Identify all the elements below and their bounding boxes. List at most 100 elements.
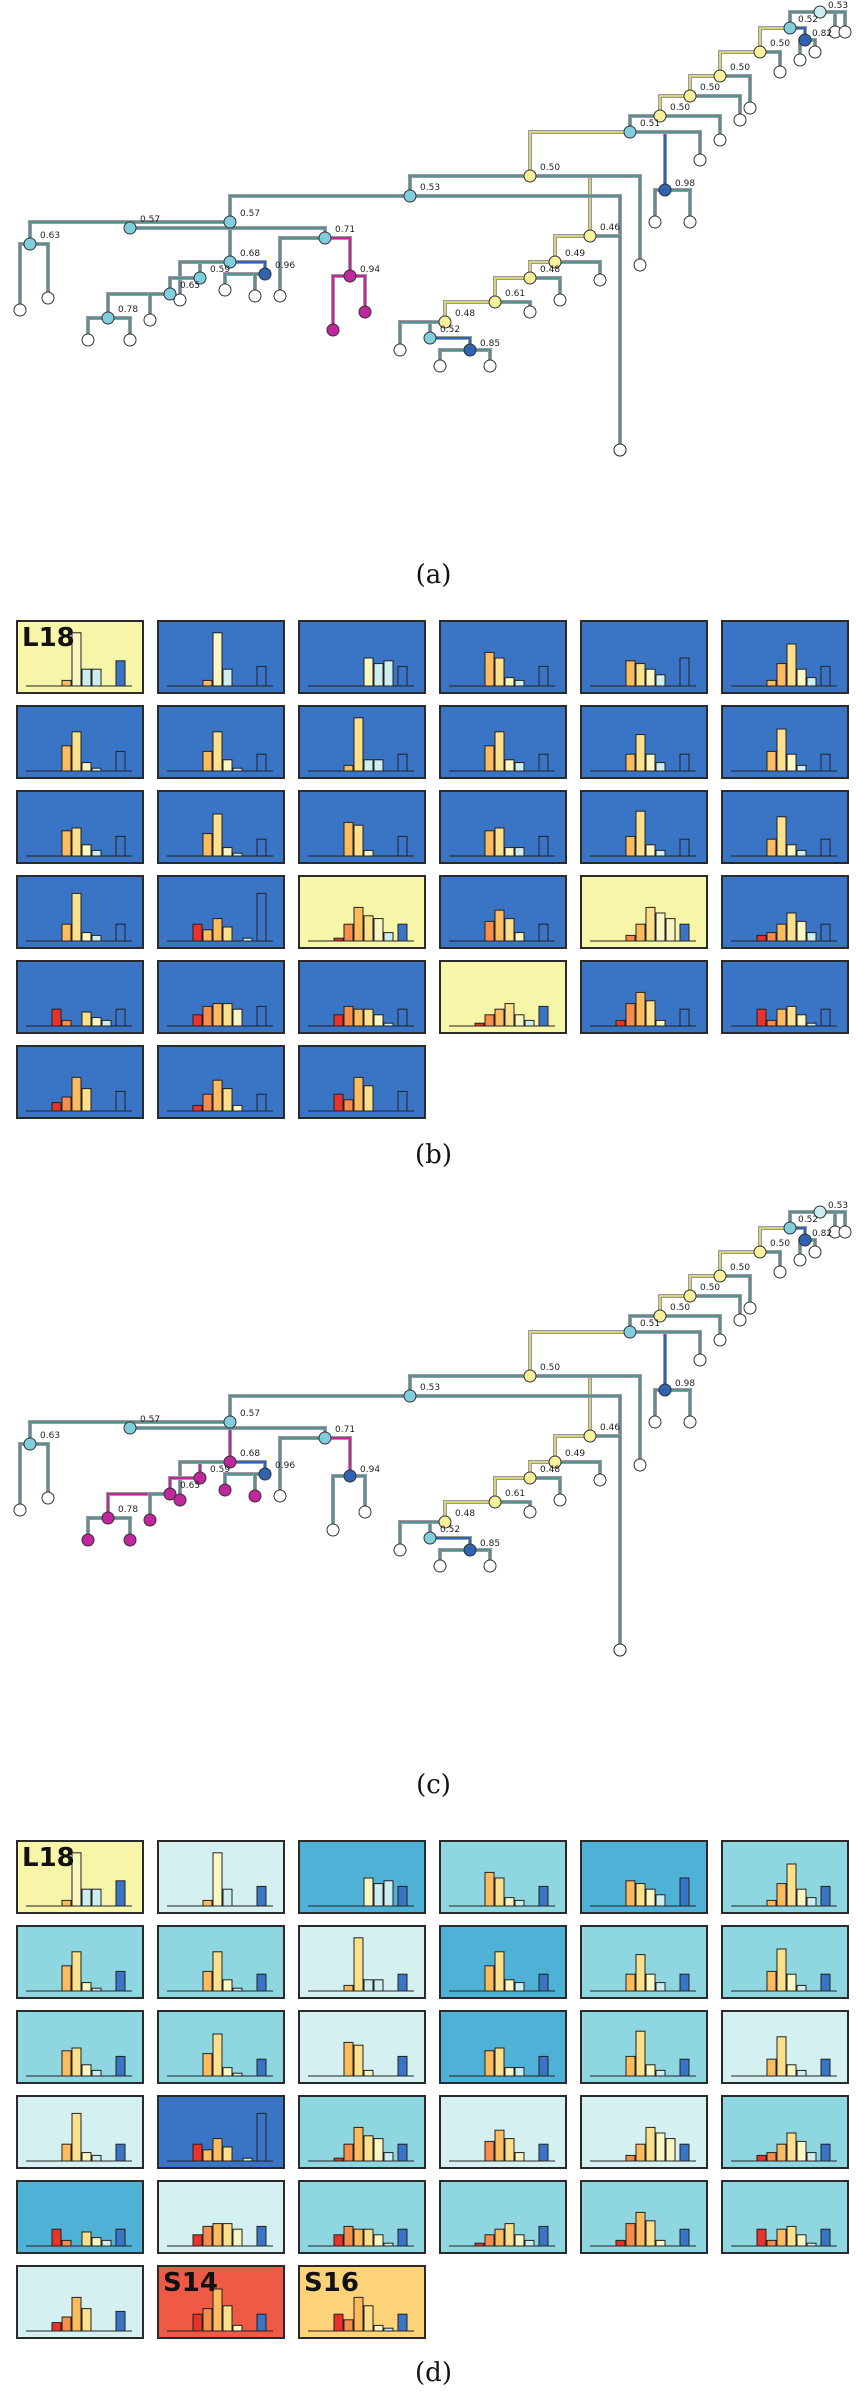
- histogram-bar: [202, 2053, 213, 2077]
- histogram-bar: [679, 1877, 690, 1907]
- histogram-cell[interactable]: [721, 960, 849, 1034]
- histogram-cell[interactable]: [580, 790, 708, 864]
- histogram-bar: [383, 932, 394, 942]
- histogram-cell[interactable]: [298, 620, 426, 694]
- histogram-cell[interactable]: [580, 2095, 708, 2169]
- histogram-bar: [383, 2327, 394, 2332]
- histogram-bar: [484, 920, 495, 942]
- histogram-cell[interactable]: [721, 705, 849, 779]
- histogram-bar: [796, 764, 807, 772]
- histogram-cell[interactable]: [439, 2095, 567, 2169]
- histogram-bar: [192, 1014, 203, 1027]
- histogram-cell[interactable]: [16, 2180, 144, 2254]
- histogram-bar: [514, 2067, 525, 2077]
- histogram-cell[interactable]: [157, 705, 285, 779]
- histogram-cell[interactable]: [298, 960, 426, 1034]
- histogram-cell[interactable]: [298, 705, 426, 779]
- tree-edge: [530, 1375, 641, 1465]
- histogram-cell[interactable]: [157, 620, 285, 694]
- histogram-cell[interactable]: [580, 620, 708, 694]
- histogram-cell[interactable]: [721, 2010, 849, 2084]
- tree-node: [23, 237, 37, 251]
- histogram-cell[interactable]: L18: [16, 1840, 144, 1914]
- histogram-cell[interactable]: [439, 705, 567, 779]
- histogram-cell[interactable]: [580, 875, 708, 949]
- histogram-bar: [820, 753, 831, 772]
- histogram-cell[interactable]: [16, 1045, 144, 1119]
- histogram-bar: [766, 2239, 777, 2247]
- histogram-bar: [363, 1085, 374, 1112]
- histogram-cell[interactable]: [721, 2095, 849, 2169]
- histogram-cell[interactable]: [298, 1925, 426, 1999]
- histogram-cell[interactable]: [439, 620, 567, 694]
- tree-leaf: [693, 153, 707, 167]
- tree-edge-outline: [530, 174, 592, 236]
- histogram-cell[interactable]: [298, 1045, 426, 1119]
- histogram-cell[interactable]: S16: [298, 2265, 426, 2339]
- histogram-bar: [222, 847, 233, 857]
- histogram-cell[interactable]: [298, 1840, 426, 1914]
- histogram-cell[interactable]: [157, 2010, 285, 2084]
- histogram-cell[interactable]: [157, 2180, 285, 2254]
- histogram-cell[interactable]: [16, 1925, 144, 1999]
- histogram-cell[interactable]: [16, 2265, 144, 2339]
- histogram-cell[interactable]: [721, 1925, 849, 1999]
- histogram-cell[interactable]: [157, 790, 285, 864]
- histogram-cell[interactable]: [580, 2180, 708, 2254]
- histogram-cell[interactable]: [580, 705, 708, 779]
- histogram-bar: [81, 1088, 92, 1112]
- histogram-cell[interactable]: [721, 875, 849, 949]
- histogram-bar: [655, 849, 666, 857]
- histogram-cell[interactable]: [298, 2095, 426, 2169]
- histogram-bar: [212, 731, 223, 772]
- histogram-cell[interactable]: [157, 1840, 285, 1914]
- histogram-bar: [71, 892, 82, 942]
- histogram-bar: [212, 918, 223, 942]
- tree-confidence-label: 0.68: [240, 249, 260, 259]
- histogram-bar: [820, 665, 831, 687]
- histogram-cell[interactable]: [298, 875, 426, 949]
- histogram-bar: [514, 2234, 525, 2247]
- histogram-cell[interactable]: [439, 875, 567, 949]
- histogram-cell[interactable]: [16, 2095, 144, 2169]
- histogram-cell[interactable]: [721, 790, 849, 864]
- tree-leaf: [693, 1353, 707, 1367]
- histogram-cell[interactable]: [16, 2010, 144, 2084]
- histogram-cell[interactable]: [439, 2180, 567, 2254]
- histogram-bar: [115, 2228, 126, 2247]
- histogram-cell[interactable]: [298, 2010, 426, 2084]
- histogram-cell[interactable]: [157, 875, 285, 949]
- histogram-cell[interactable]: [16, 705, 144, 779]
- tree-confidence-label: 0.63: [40, 231, 60, 241]
- histogram-cell[interactable]: [439, 2010, 567, 2084]
- histogram-cell[interactable]: [157, 960, 285, 1034]
- histogram-bar: [222, 1088, 233, 1112]
- histogram-cell[interactable]: [580, 1925, 708, 1999]
- histogram-cell[interactable]: [439, 1925, 567, 1999]
- histogram-plot: [308, 2041, 414, 2077]
- histogram-cell[interactable]: [580, 2010, 708, 2084]
- histogram-cell[interactable]: [16, 790, 144, 864]
- tree-leaf: [358, 305, 372, 319]
- histogram-cell[interactable]: L18: [16, 620, 144, 694]
- histogram-cell[interactable]: [439, 960, 567, 1034]
- histogram-cell[interactable]: [298, 2180, 426, 2254]
- histogram-plot: [308, 906, 414, 942]
- histogram-cell[interactable]: [580, 960, 708, 1034]
- tree-edge: [689, 1275, 720, 1296]
- histogram-cell[interactable]: [721, 620, 849, 694]
- histogram-cell[interactable]: [157, 1925, 285, 1999]
- histogram-cell[interactable]: [16, 960, 144, 1034]
- histogram-cell[interactable]: [16, 875, 144, 949]
- histogram-cell[interactable]: [439, 1840, 567, 1914]
- histogram-cell[interactable]: [439, 790, 567, 864]
- histogram-cell[interactable]: [721, 2180, 849, 2254]
- histogram-bar: [363, 1877, 374, 1907]
- histogram-cell[interactable]: S14: [157, 2265, 285, 2339]
- histogram-cell[interactable]: [157, 2095, 285, 2169]
- histogram-cell[interactable]: [298, 790, 426, 864]
- histogram-cell[interactable]: [721, 1840, 849, 1914]
- histogram-cell[interactable]: [580, 1840, 708, 1914]
- histogram-cell[interactable]: [157, 1045, 285, 1119]
- tree-edge: [760, 1251, 781, 1272]
